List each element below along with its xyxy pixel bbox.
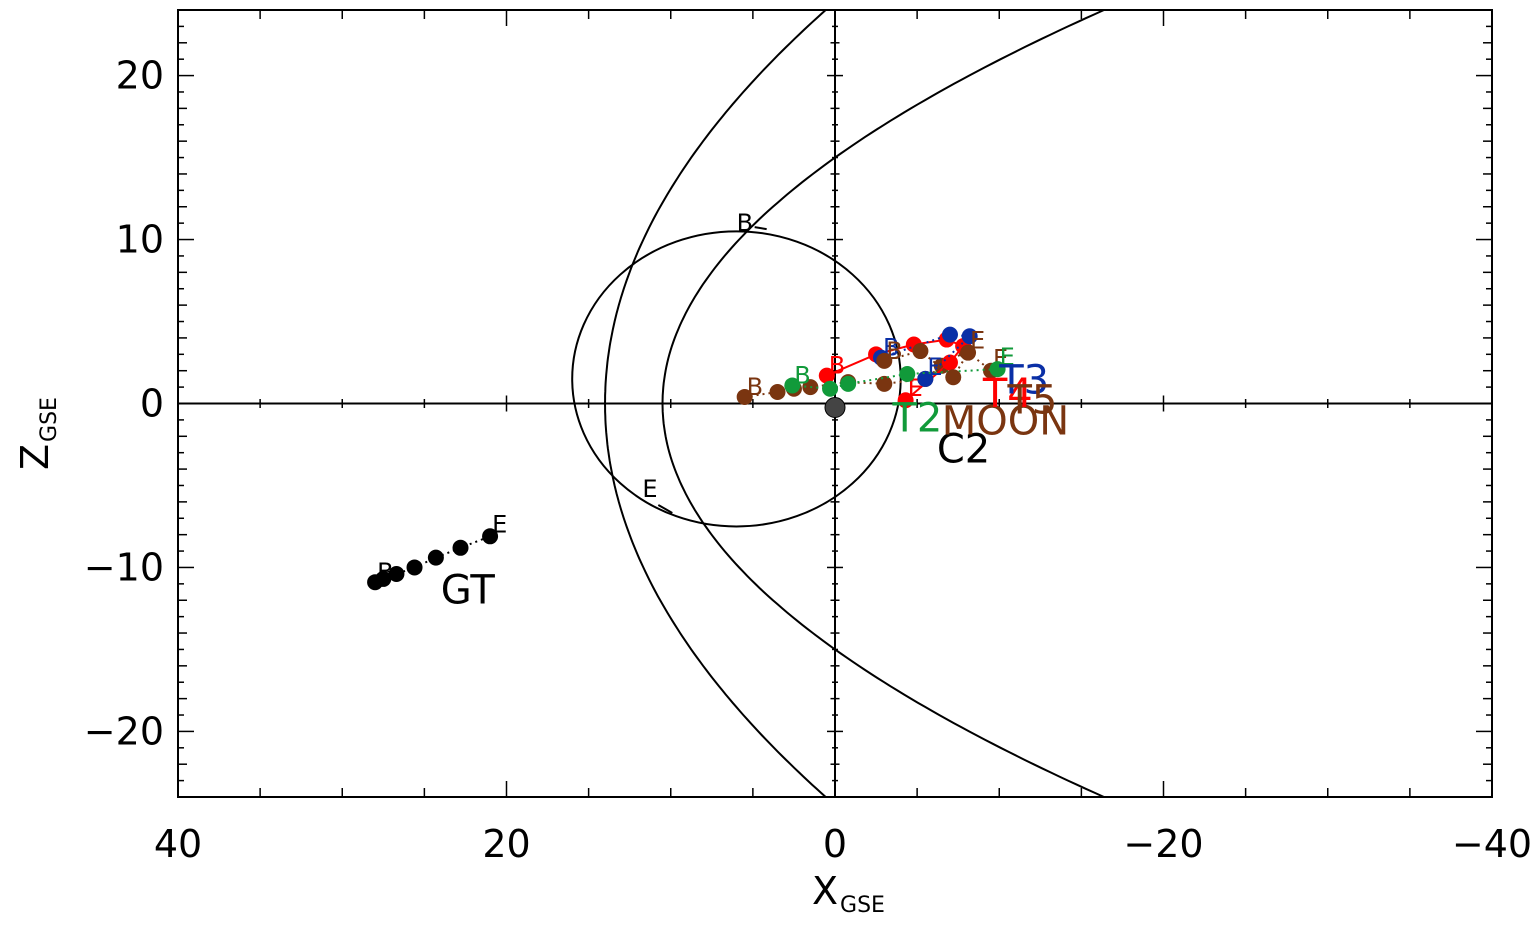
y-tick-label: 0 bbox=[140, 382, 164, 426]
series-begin-label: B bbox=[829, 352, 845, 380]
orbit-end-label: E bbox=[642, 475, 657, 503]
label-t2: T2 bbox=[891, 395, 942, 441]
y-tick-label: −20 bbox=[84, 709, 164, 753]
data-point bbox=[736, 388, 753, 405]
data-point bbox=[452, 539, 469, 556]
data-point bbox=[769, 384, 786, 401]
x-tick-label: 20 bbox=[482, 822, 530, 866]
label-t4: T4 bbox=[982, 371, 1033, 417]
label-moon: MOON bbox=[942, 399, 1069, 445]
series-end-label: E bbox=[927, 353, 942, 381]
data-point bbox=[945, 369, 962, 386]
data-point bbox=[961, 328, 978, 345]
x-tick-label: 40 bbox=[154, 822, 202, 866]
series-begin-label: B bbox=[886, 337, 902, 365]
x-tick-label: −40 bbox=[1452, 822, 1532, 866]
data-point bbox=[818, 367, 835, 384]
series-end-label: E bbox=[970, 327, 985, 355]
x-axis-title: XGSE bbox=[812, 869, 885, 918]
x-tick-label: −20 bbox=[1123, 822, 1203, 866]
series-path bbox=[792, 368, 998, 390]
series-end-label: E bbox=[1000, 343, 1015, 371]
series-t2: BE bbox=[784, 343, 1015, 397]
label-t5: T5 bbox=[1006, 377, 1057, 423]
data-point bbox=[406, 559, 423, 576]
data-point bbox=[941, 326, 958, 343]
data-point bbox=[822, 380, 839, 397]
data-point bbox=[784, 377, 801, 394]
series-path bbox=[884, 349, 969, 379]
series-begin-label: B bbox=[747, 373, 763, 401]
x-tick-label: 0 bbox=[823, 822, 847, 866]
orbit-begin-tick bbox=[754, 226, 767, 231]
data-point bbox=[375, 570, 392, 587]
label-c2: C2 bbox=[937, 427, 990, 473]
data-point bbox=[427, 549, 444, 566]
data-point bbox=[482, 528, 499, 545]
series-begin-label: B bbox=[377, 558, 393, 586]
data-point bbox=[989, 361, 1006, 378]
magnetopause-curve bbox=[661, 10, 1107, 797]
axes: 40 20 0 −20 −40 20 10 0 −10 −20 bbox=[84, 9, 1532, 866]
series-gt: BE bbox=[367, 510, 507, 591]
series-end-label: E bbox=[492, 510, 507, 538]
data-point bbox=[876, 375, 893, 392]
orbit-c2 bbox=[571, 230, 902, 528]
y-axis-title: ZGSE bbox=[13, 397, 62, 470]
bow-shock-curve bbox=[603, 10, 828, 797]
data-point bbox=[941, 354, 958, 371]
series-begin-label: B bbox=[794, 361, 810, 389]
data-point bbox=[960, 344, 977, 361]
data-point bbox=[917, 370, 934, 387]
data-point bbox=[840, 375, 857, 392]
orbit-end-tick bbox=[657, 504, 673, 514]
data-point bbox=[876, 352, 893, 369]
data-point bbox=[912, 343, 929, 360]
earth-marker bbox=[824, 397, 846, 418]
label-t3: T3 bbox=[998, 358, 1049, 404]
data-point bbox=[388, 566, 405, 583]
data-point bbox=[897, 392, 914, 409]
y-tick-label: −10 bbox=[84, 545, 164, 589]
orbit-begin-label: B bbox=[737, 209, 753, 237]
y-tick-label: 20 bbox=[116, 54, 164, 98]
data-point bbox=[899, 365, 916, 382]
label-gt: GT bbox=[441, 568, 496, 614]
y-tick-label: 10 bbox=[116, 218, 164, 262]
